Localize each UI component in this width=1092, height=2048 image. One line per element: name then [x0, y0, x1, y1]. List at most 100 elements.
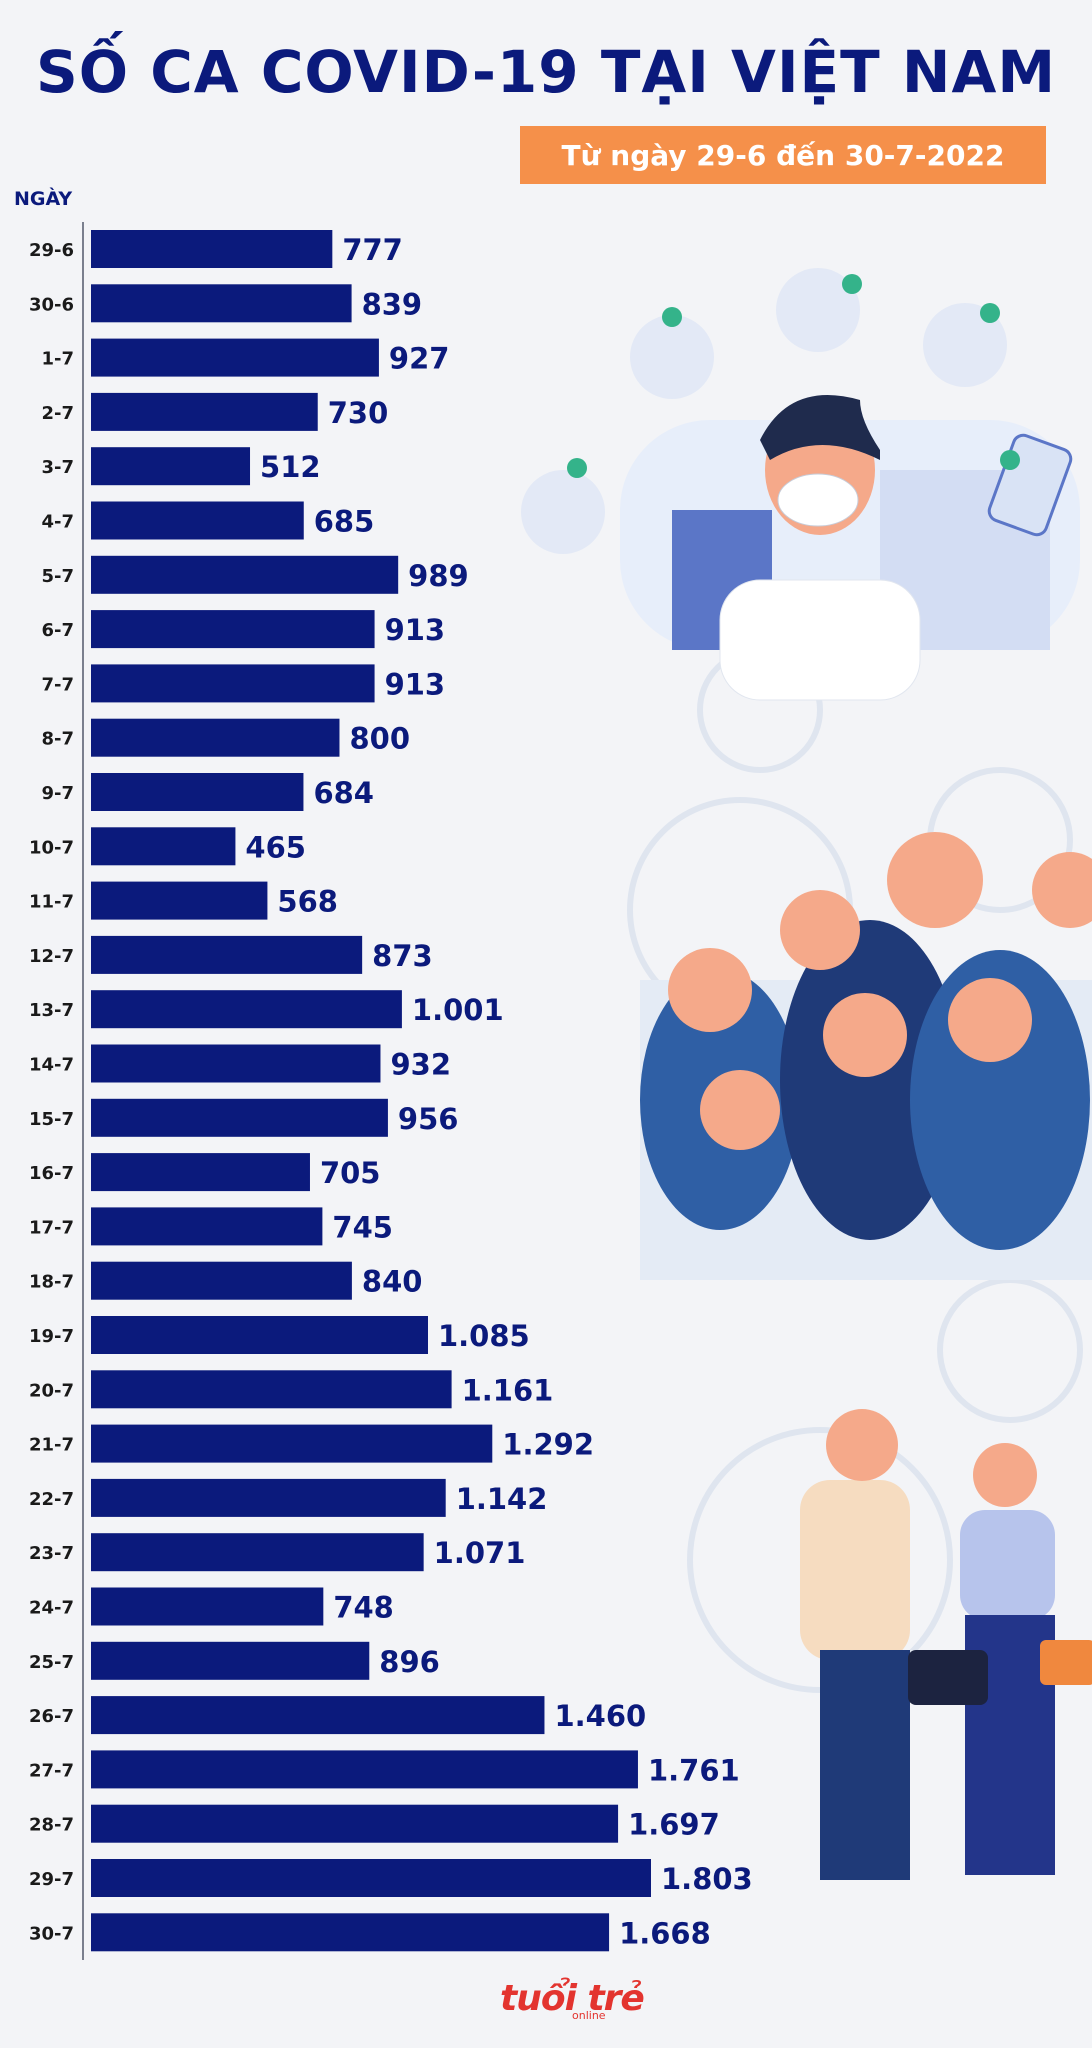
bar — [91, 1316, 428, 1354]
value-label: 730 — [328, 396, 389, 430]
bar — [91, 1587, 324, 1626]
check-icon — [567, 458, 587, 478]
check-icon — [980, 303, 1000, 323]
category-label: 16-7 — [29, 1163, 74, 1184]
bar — [91, 1750, 638, 1789]
page-title: SỐ CA COVID-19 TẠI VIỆT NAM — [35, 38, 1057, 106]
category-label: 13-7 — [29, 1000, 74, 1021]
check-icon — [842, 274, 862, 294]
category-label: 6-7 — [41, 620, 74, 641]
category-label: 12-7 — [29, 946, 74, 967]
bar — [91, 1696, 545, 1735]
bar — [91, 392, 318, 431]
category-label: 8-7 — [41, 729, 74, 750]
bar — [91, 338, 379, 377]
bar — [91, 881, 268, 920]
bar — [91, 1370, 452, 1409]
bar — [91, 827, 236, 866]
category-label: 7-7 — [41, 674, 74, 695]
bar — [91, 1478, 446, 1517]
bar — [91, 935, 363, 974]
crowd-illustration — [640, 832, 1092, 1280]
category-label: 1-7 — [41, 349, 74, 370]
category-label: 9-7 — [41, 783, 74, 804]
bar — [91, 1098, 388, 1137]
value-label: 777 — [342, 233, 403, 267]
bar — [91, 718, 340, 757]
bar — [91, 555, 399, 594]
value-label: 840 — [362, 1265, 423, 1299]
category-label: 24-7 — [29, 1598, 74, 1619]
value-label: 989 — [408, 559, 469, 593]
check-icon — [662, 307, 682, 327]
category-label: 21-7 — [29, 1435, 74, 1456]
value-label: 1.071 — [434, 1536, 526, 1570]
category-label: 22-7 — [29, 1489, 74, 1510]
category-label: 17-7 — [29, 1217, 74, 1238]
doctor-illustration — [521, 268, 1080, 701]
category-label: 30-6 — [29, 294, 74, 315]
category-label: 3-7 — [41, 457, 74, 478]
bar — [91, 1153, 310, 1192]
bar — [91, 447, 251, 486]
category-label: 28-7 — [29, 1815, 74, 1836]
category-label: 14-7 — [29, 1055, 74, 1076]
category-label: 25-7 — [29, 1652, 74, 1673]
category-label: 15-7 — [29, 1109, 74, 1130]
bar — [91, 284, 352, 323]
value-label: 1.292 — [502, 1428, 594, 1462]
value-label: 1.161 — [462, 1373, 554, 1407]
y-axis-line — [82, 222, 84, 1960]
value-label: 512 — [260, 450, 321, 484]
bar — [91, 1261, 352, 1300]
bar — [91, 1641, 370, 1680]
value-label: 465 — [245, 830, 306, 864]
value-label: 1.803 — [661, 1862, 753, 1896]
value-label: 1.001 — [412, 993, 504, 1027]
category-label: 29-6 — [29, 240, 74, 261]
category-label: 20-7 — [29, 1380, 74, 1401]
value-label: 839 — [362, 287, 423, 321]
category-label: 5-7 — [41, 566, 74, 587]
value-label: 745 — [332, 1210, 393, 1244]
value-label: 684 — [313, 776, 374, 810]
value-label: 1.085 — [438, 1319, 530, 1353]
axis-heading: NGÀY — [14, 188, 73, 210]
bar — [91, 664, 375, 703]
category-label: 11-7 — [29, 892, 74, 913]
value-label: 1.142 — [456, 1482, 548, 1516]
walking-people-illustration — [800, 1409, 1092, 1880]
bar — [91, 1207, 323, 1246]
value-label: 956 — [398, 1102, 459, 1136]
bar — [91, 1533, 424, 1572]
bar — [91, 1804, 619, 1843]
date-range-badge: Từ ngày 29-6 đến 30-7-2022 — [520, 126, 1046, 184]
category-label: 2-7 — [41, 403, 74, 424]
brand-logo: tuổi trẻ — [500, 1978, 645, 2019]
bar — [91, 990, 402, 1029]
value-label: 932 — [390, 1048, 451, 1082]
bar — [91, 1913, 610, 1952]
category-label: 18-7 — [29, 1272, 74, 1293]
bar — [91, 1424, 493, 1463]
value-label: 896 — [379, 1645, 440, 1679]
value-label: 800 — [349, 722, 410, 756]
value-label: 1.668 — [619, 1916, 711, 1950]
value-label: 873 — [372, 939, 433, 973]
value-label: 1.761 — [648, 1753, 740, 1787]
category-label: 10-7 — [29, 837, 74, 858]
brand-logo-sub: online — [572, 2009, 606, 2022]
category-label: 4-7 — [41, 512, 74, 533]
bar — [91, 1859, 651, 1897]
category-label: 30-7 — [29, 1923, 74, 1944]
category-label: 23-7 — [29, 1543, 74, 1564]
value-label: 913 — [385, 613, 446, 647]
check-icon — [1000, 450, 1020, 470]
category-label: 27-7 — [29, 1760, 74, 1781]
bar — [91, 610, 375, 649]
value-label: 748 — [333, 1591, 394, 1625]
bar — [91, 230, 333, 268]
value-label: 705 — [320, 1156, 381, 1190]
